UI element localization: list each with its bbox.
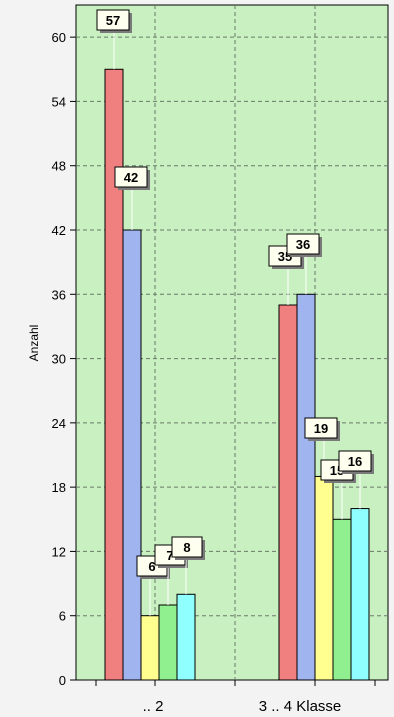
y-tick-label: 24: [52, 416, 66, 431]
data-label: 57: [106, 13, 120, 28]
y-tick-label: 54: [52, 94, 66, 109]
bar: [104, 68, 124, 681]
y-tick-label: 48: [52, 159, 66, 174]
bar: [296, 293, 316, 681]
y-tick-label: 60: [52, 30, 66, 45]
data-label: 6: [148, 559, 155, 574]
bar: [176, 593, 196, 681]
y-tick-label: 12: [52, 544, 66, 559]
y-tick-label: 6: [59, 609, 66, 624]
data-label: 16: [348, 454, 362, 469]
data-label-box: [114, 166, 148, 188]
y-tick-label: 18: [52, 480, 66, 495]
data-label: 42: [124, 170, 138, 185]
y-tick-label: 42: [52, 223, 66, 238]
category-label: 3 .. 4 Klasse: [259, 698, 342, 715]
data-label: 7: [166, 548, 173, 563]
data-label: 19: [314, 421, 328, 436]
bar: [314, 475, 334, 681]
data-label: 36: [296, 237, 310, 252]
axes: 0 6 12 18 24 30 36 42 48 54 60 .. 2 3 .. 4 Klasse: [52, 30, 376, 715]
bar: [158, 604, 178, 681]
bar: [278, 304, 298, 681]
data-label-box: [304, 417, 338, 439]
data-label-box: [286, 233, 320, 255]
bar: [332, 518, 352, 681]
data-label-box: [171, 536, 203, 558]
y-tick-label: 36: [52, 287, 66, 302]
data-label-box: [96, 9, 130, 31]
bar: [140, 615, 160, 681]
data-label-box: [338, 450, 372, 472]
y-axis-label: Anzahl: [27, 325, 41, 362]
bar: [122, 229, 142, 681]
y-tick-label: 30: [52, 352, 66, 367]
category-label: .. 2: [143, 698, 164, 715]
bar: [350, 508, 370, 681]
y-tick-label: 0: [59, 673, 66, 688]
data-label: 8: [183, 540, 190, 555]
